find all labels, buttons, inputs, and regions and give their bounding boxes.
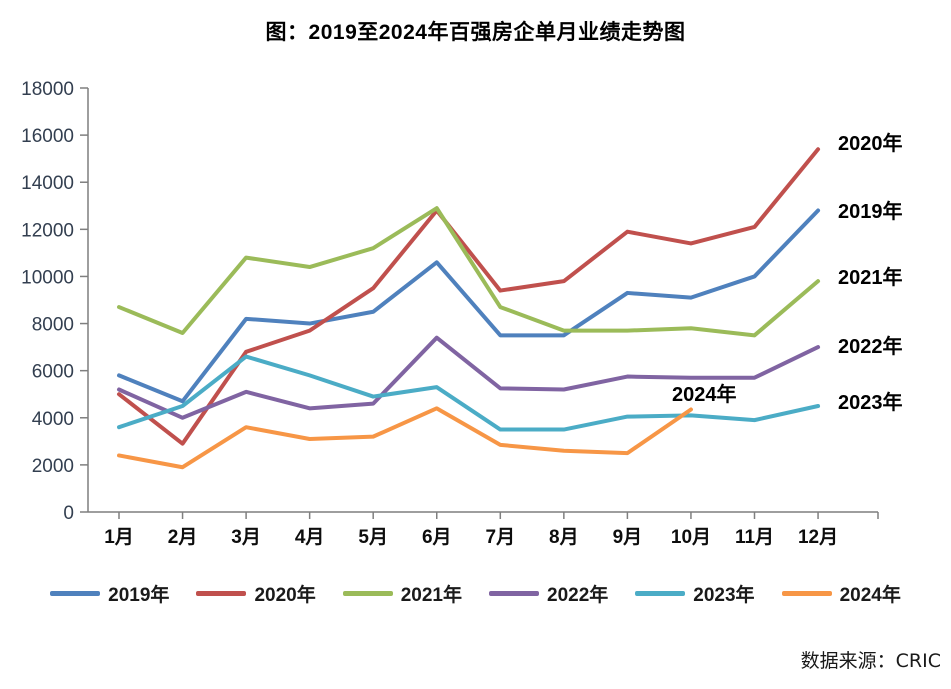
- legend-item-2022: 2022年: [489, 580, 608, 607]
- y-axis-tick-label: 16000: [21, 126, 74, 147]
- legend-item-2019: 2019年: [50, 580, 169, 607]
- x-axis-month-label: 2月: [168, 527, 198, 548]
- legend-label: 2022年: [547, 585, 609, 606]
- x-axis-month-label: 5月: [358, 527, 388, 548]
- y-axis-tick-label: 8000: [32, 315, 74, 336]
- series-line-2023: [117, 354, 821, 432]
- x-axis-month-label: 3月: [231, 527, 261, 548]
- legend-color-swatch: [50, 591, 101, 596]
- legend-color-swatch: [635, 591, 686, 596]
- chart-legend: 2019年 2020年 2021年 2022年 2023年 2024年: [0, 580, 951, 607]
- x-axis-month-label: 10月: [671, 527, 711, 548]
- y-axis-tick-label: 0: [63, 503, 74, 524]
- series-line-2024: [117, 406, 693, 470]
- y-axis-tick-label: 12000: [21, 220, 74, 241]
- legend-label: 2020年: [254, 585, 316, 606]
- x-axis-month-label: 11月: [735, 527, 774, 548]
- y-axis-tick-label: 6000: [32, 362, 74, 383]
- x-axis-month-label: 1月: [104, 527, 134, 548]
- legend-color-swatch: [196, 591, 247, 596]
- x-axis-month-label: 4月: [295, 527, 325, 548]
- y-axis-tick-label: 18000: [21, 79, 74, 100]
- legend-color-swatch: [489, 591, 539, 596]
- series-line-2022: [117, 335, 821, 420]
- chart-title: 图：2019至2024年百强房企单月业绩走势图: [265, 21, 686, 44]
- legend-color-swatch: [342, 591, 393, 596]
- series-year-annotation: 2019年: [838, 199, 903, 223]
- y-axis-tick-label: 14000: [21, 173, 74, 194]
- legend-label: 2021年: [400, 585, 462, 606]
- line-chart-plot-area: 0 2000 4000 6000 8000 10000 12000 14000 16000 180…: [21, 79, 903, 548]
- x-axis-month-label: 8月: [549, 527, 579, 548]
- series-year-annotation: 2020年: [838, 131, 903, 155]
- data-source-note: 数据来源：CRIC: [800, 650, 941, 672]
- legend-color-swatch: [781, 591, 832, 596]
- series-line-2021: [117, 206, 821, 338]
- x-axis-month-label: 6月: [422, 527, 452, 548]
- legend-label: 2019年: [108, 585, 170, 606]
- legend-label: 2024年: [839, 585, 901, 606]
- series-year-annotation: 2024年: [672, 382, 737, 406]
- x-axis-month-label: 9月: [613, 527, 643, 548]
- legend-item-2023: 2023年: [635, 580, 755, 607]
- y-axis-tick-label: 2000: [32, 456, 74, 477]
- series-year-annotation: 2022年: [838, 334, 903, 358]
- series-line-2019: [117, 208, 821, 404]
- legend-item-2021: 2021年: [342, 580, 462, 607]
- y-axis-tick-label: 10000: [21, 267, 74, 288]
- x-axis-month-label: 12月: [798, 527, 838, 548]
- legend-label: 2023年: [693, 585, 755, 606]
- series-year-annotation: 2021年: [838, 265, 903, 289]
- legend-item-2020: 2020年: [196, 580, 316, 607]
- y-axis-tick-label: 4000: [32, 409, 74, 430]
- series-year-annotation: 2023年: [838, 390, 903, 414]
- legend-item-2024: 2024年: [781, 580, 901, 607]
- x-axis-month-label: 7月: [486, 527, 516, 548]
